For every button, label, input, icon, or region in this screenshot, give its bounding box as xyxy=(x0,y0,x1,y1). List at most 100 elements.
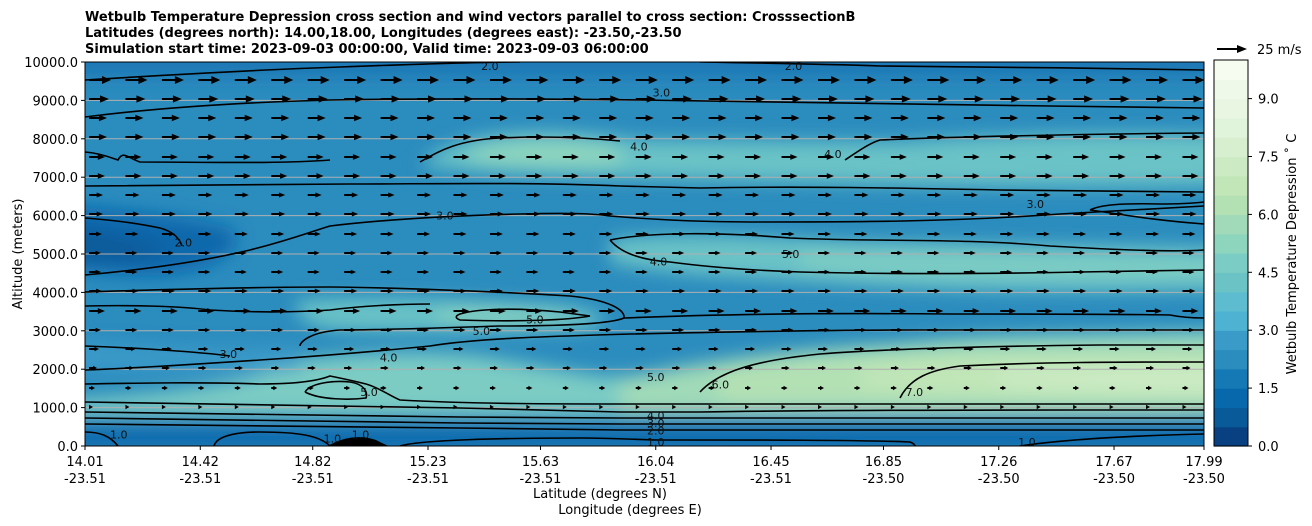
contour-line-4-lowleft xyxy=(85,345,431,371)
wind-arrow xyxy=(271,308,288,314)
wind-arrow xyxy=(1036,346,1047,352)
wind-arrow xyxy=(1182,346,1193,352)
wind-arrow xyxy=(1109,154,1126,160)
wind-arrow xyxy=(417,211,432,217)
wind-arrow xyxy=(489,308,506,314)
wind-arrow xyxy=(817,76,840,84)
wind-arrow xyxy=(380,76,403,84)
x-tick-label-lon: -23.51 xyxy=(635,472,677,487)
wind-arrow xyxy=(745,173,762,179)
contour-line-2-top xyxy=(85,62,521,81)
wind-arrow xyxy=(708,288,722,294)
wind-arrow xyxy=(1000,365,1009,371)
wind-arrow xyxy=(890,346,901,352)
wind-arrow xyxy=(453,346,464,352)
x-tick-label-lon: -23.51 xyxy=(292,472,334,487)
contour-line-2-top-right xyxy=(699,62,1204,71)
wind-arrow xyxy=(89,76,111,84)
wind-arrow xyxy=(453,288,467,294)
wind-arrow xyxy=(672,154,689,160)
wind-arrow xyxy=(599,133,618,141)
wind-arrow xyxy=(89,114,107,122)
wind-arrow xyxy=(344,308,361,314)
wind-arrow xyxy=(271,192,286,198)
wind-arrow xyxy=(854,133,873,141)
wind-arrow xyxy=(307,192,322,198)
wind-arrow xyxy=(380,308,397,314)
quiver-key-arrow-head xyxy=(1237,45,1247,53)
wind-arrow xyxy=(1036,308,1053,314)
wind-arrow xyxy=(890,365,899,371)
wind-arrow xyxy=(562,231,576,237)
wind-arrow xyxy=(927,269,940,275)
wind-arrow xyxy=(890,269,903,275)
x-tick-label-lat: 16.85 xyxy=(865,455,902,470)
wind-arrow xyxy=(1036,365,1045,371)
wind-arrow xyxy=(890,308,907,314)
wind-arrow xyxy=(271,95,292,103)
contour-line-4-low xyxy=(85,401,1204,413)
chart-title: Wetbulb Temperature Depression cross sec… xyxy=(85,10,855,57)
wind-arrow xyxy=(1182,365,1191,371)
wind-arrow xyxy=(125,385,132,391)
wind-arrow xyxy=(1109,269,1122,275)
y-axis-label: Altitude (meters) xyxy=(11,199,26,310)
wind-arrow xyxy=(417,95,438,103)
quiver-key-label: 25 m/s xyxy=(1257,43,1302,58)
wind-arrow xyxy=(1036,133,1055,141)
wind-arrow xyxy=(1073,76,1096,84)
wind-arrow xyxy=(927,154,944,160)
wind-arrow xyxy=(1036,154,1053,160)
wind-arrow xyxy=(198,385,205,391)
wind-arrow xyxy=(599,385,606,391)
wind-arrow xyxy=(161,250,174,256)
wind-arrow xyxy=(526,269,539,275)
wind-arrow xyxy=(198,154,215,160)
wind-arrow xyxy=(453,385,460,391)
wind-arrow xyxy=(562,114,581,122)
wind-arrow xyxy=(453,269,466,275)
wind-arrow xyxy=(781,173,798,179)
wind-arrow xyxy=(161,154,178,160)
wind-arrow xyxy=(1182,95,1203,103)
contour-line-2-low xyxy=(85,417,1204,425)
wind-arrow xyxy=(198,269,211,275)
wind-arrow xyxy=(89,385,95,391)
wind-arrow xyxy=(380,192,395,198)
wind-arrow xyxy=(489,231,503,237)
wind-arrow xyxy=(1073,385,1080,391)
contour-label: 5.0 xyxy=(647,371,665,384)
colorbar-band xyxy=(1214,156,1248,177)
contour-label: 5.0 xyxy=(782,248,800,261)
x-axis: 14.01 -23.51 14.42 -23.51 14.82 -23.51 15.23 -2… xyxy=(64,446,1225,487)
wind-arrow xyxy=(708,308,725,314)
title-line-1: Wetbulb Temperature Depression cross sec… xyxy=(85,10,855,25)
wind-arrow xyxy=(963,385,970,391)
wind-arrow xyxy=(562,192,577,198)
wind-vectors xyxy=(89,76,1204,410)
contour-label: 3.0 xyxy=(436,210,454,223)
wind-arrow xyxy=(781,211,796,217)
wind-arrow xyxy=(307,308,324,314)
wind-arrow xyxy=(1109,211,1124,217)
contour-label: 6.0 xyxy=(712,379,730,392)
wind-arrow xyxy=(234,250,247,256)
wind-arrow xyxy=(526,385,533,391)
wind-arrow xyxy=(599,250,612,256)
x-axis-label-line2: Longitude (degrees E) xyxy=(558,503,702,518)
wind-arrow xyxy=(198,231,212,237)
wind-arrow xyxy=(1182,76,1204,84)
wind-arrow xyxy=(344,288,358,294)
wind-arrow xyxy=(526,250,539,256)
wind-arrow xyxy=(344,365,353,371)
wind-arrow xyxy=(1146,385,1153,391)
wind-arrow xyxy=(1036,327,1049,333)
colorbar-tick-label: 6.0 xyxy=(1258,208,1279,223)
wind-arrow xyxy=(927,327,940,333)
y-tick-label: 9000.0 xyxy=(33,94,79,109)
wind-arrow xyxy=(380,365,389,371)
wind-arrow xyxy=(307,250,320,256)
wind-arrow xyxy=(1109,385,1116,391)
wind-arrow xyxy=(89,211,103,217)
wind-arrow xyxy=(307,76,330,84)
